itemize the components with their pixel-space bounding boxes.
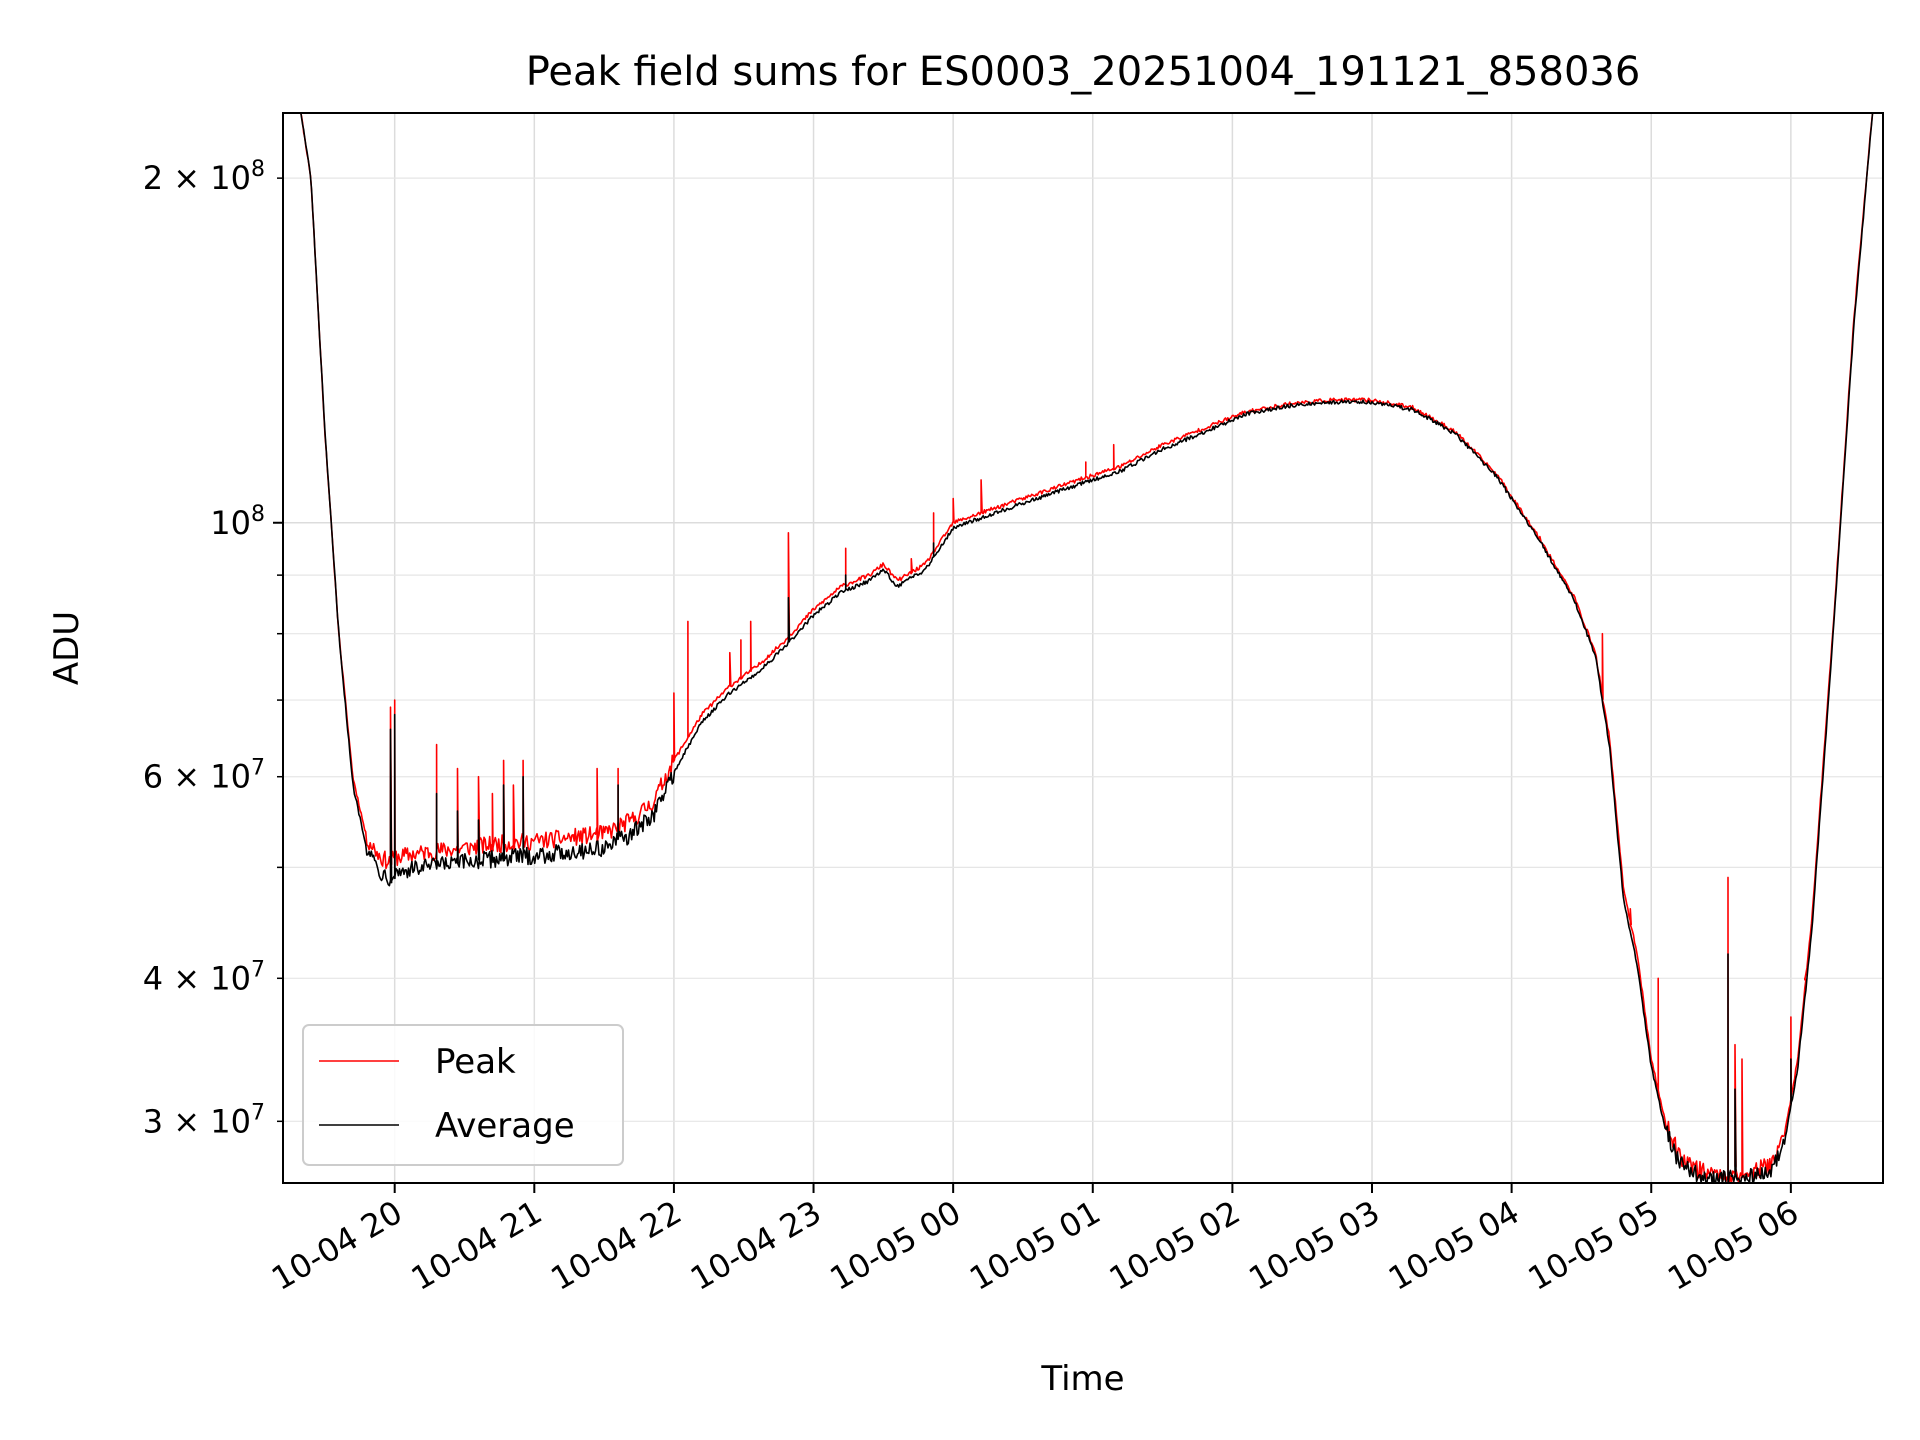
y-tick-label: 108: [210, 502, 265, 542]
y-axis-label: ADU: [47, 611, 87, 685]
x-axis-label: Time: [1040, 1359, 1124, 1399]
series-line-average: [300, 113, 1874, 1183]
series-line-peak: [299, 113, 1874, 1183]
y-tick-label: 2 × 108: [143, 157, 265, 197]
chart-title: Peak field sums for ES0003_20251004_1911…: [526, 49, 1641, 95]
y-tick-label: 3 × 107: [143, 1100, 265, 1140]
legend-box: [302, 1024, 624, 1166]
legend-label-peak: Peak: [435, 1042, 516, 1082]
plot-frame: [282, 112, 1884, 1184]
y-tick-label: 6 × 107: [143, 756, 265, 796]
legend: Peak Average: [302, 1024, 624, 1166]
y-tick-label: 4 × 107: [143, 957, 265, 997]
grid: [283, 113, 1883, 1183]
series-layer: [299, 113, 1874, 1183]
legend-label-average: Average: [435, 1106, 575, 1146]
